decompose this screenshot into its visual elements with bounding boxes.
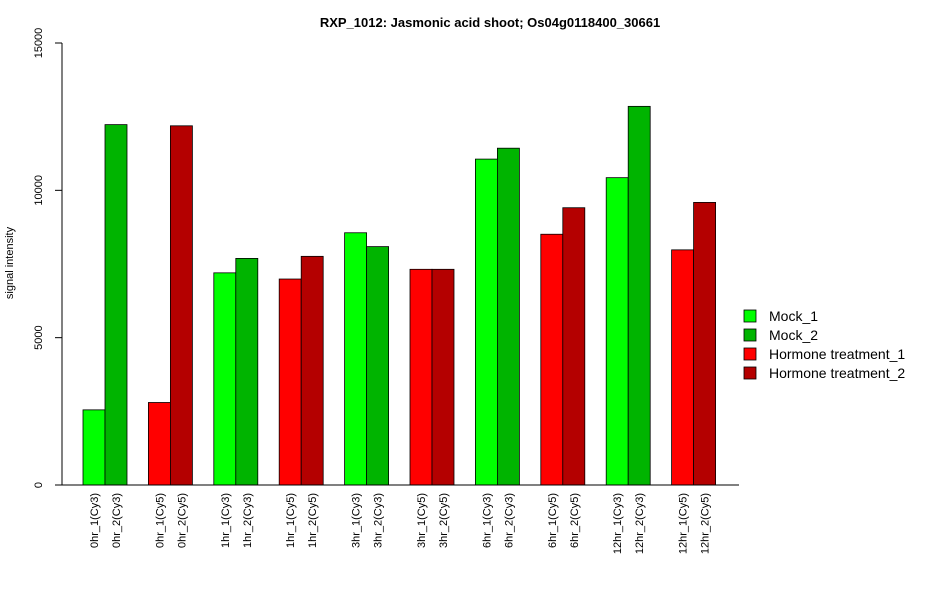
bar	[104, 124, 128, 486]
y-tick-label: 5000	[33, 325, 45, 349]
bar	[496, 147, 520, 486]
x-tick-label: 12hr_1(Cy5)	[678, 493, 690, 554]
legend-swatch	[743, 309, 757, 323]
x-tick-label: 0hr_2(Cy3)	[111, 493, 123, 548]
legend-label: Hormone treatment_1	[769, 346, 905, 362]
bar	[474, 158, 498, 486]
legend-swatch	[743, 328, 757, 342]
bars-group	[82, 105, 716, 486]
y-axis-label: signal intensity	[4, 226, 16, 299]
bar	[409, 268, 433, 486]
bar	[627, 105, 651, 486]
x-tick-label: 3hr_2(Cy3)	[373, 493, 385, 548]
x-tick-label: 12hr_2(Cy3)	[634, 493, 646, 554]
x-tick-label: 0hr_2(Cy5)	[176, 493, 188, 548]
legend-label: Mock_1	[769, 308, 818, 324]
x-tick-label: 12hr_2(Cy5)	[700, 493, 712, 554]
y-axis: 0 5000 10000 15000	[33, 28, 63, 488]
x-tick-label: 12hr_1(Cy3)	[612, 493, 624, 554]
y-tick-label: 0	[33, 482, 45, 488]
x-tick-label: 6hr_1(Cy5)	[547, 493, 559, 548]
x-tick-label: 0hr_1(Cy5)	[154, 493, 166, 548]
x-tick-label: 1hr_2(Cy3)	[242, 493, 254, 548]
bar	[431, 268, 455, 486]
x-tick-label: 1hr_1(Cy3)	[220, 493, 232, 548]
bar	[562, 207, 586, 486]
legend-swatch	[743, 366, 757, 380]
x-tick-labels: 0hr_1(Cy3) 0hr_2(Cy3) 0hr_1(Cy5) 0hr_2(Cy5)…	[89, 493, 712, 554]
legend-swatch	[743, 347, 757, 361]
bar	[82, 409, 106, 486]
bar	[147, 402, 171, 486]
x-tick-label: 6hr_2(Cy3)	[503, 493, 515, 548]
x-tick-label: 1hr_2(Cy5)	[307, 493, 319, 548]
x-tick-label: 1hr_1(Cy5)	[285, 493, 297, 548]
x-tick-label: 3hr_1(Cy5)	[416, 493, 428, 548]
chart-title: RXP_1012: Jasmonic acid shoot; Os04g0118…	[320, 15, 660, 30]
bar	[671, 249, 694, 486]
bar	[169, 125, 193, 486]
x-tick-label: 6hr_1(Cy3)	[481, 493, 493, 548]
bar	[540, 233, 564, 486]
bar	[366, 246, 390, 486]
bar	[235, 258, 259, 486]
bar	[300, 255, 324, 486]
y-tick-label: 10000	[33, 175, 45, 206]
x-tick-label: 6hr_2(Cy5)	[569, 493, 581, 548]
legend-label: Mock_2	[769, 327, 818, 343]
y-tick-label: 15000	[33, 28, 45, 59]
x-tick-label: 3hr_2(Cy5)	[438, 493, 450, 548]
x-tick-label: 0hr_1(Cy3)	[89, 493, 101, 548]
bar	[344, 232, 368, 486]
bar	[693, 202, 716, 486]
legend-label: Hormone treatment_2	[769, 365, 905, 381]
legend: Mock_1 Mock_2 Hormone treatment_1 Hormone t…	[743, 308, 905, 381]
bar	[278, 278, 302, 486]
x-tick-label: 3hr_1(Cy3)	[351, 493, 363, 548]
bar	[605, 177, 629, 486]
bar	[213, 272, 237, 486]
